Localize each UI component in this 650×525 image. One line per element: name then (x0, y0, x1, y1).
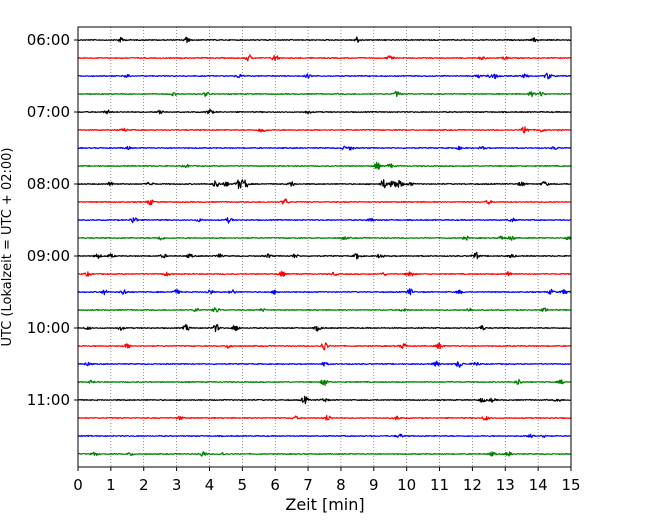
x-tick-label: 3 (172, 476, 182, 494)
trace-0830 (77, 217, 572, 224)
y-tick-label: 06:00 (27, 31, 70, 49)
x-tick-label: 0 (73, 476, 83, 494)
grid-lines (110, 27, 539, 467)
trace-0815 (77, 198, 572, 206)
plot-frame (77, 26, 572, 468)
trace-1045 (77, 378, 572, 387)
x-tick-label: 8 (336, 476, 346, 494)
y-tick-label: 11:00 (27, 391, 70, 409)
x-tick-label: 4 (205, 476, 215, 494)
x-axis: 0 1 2 3 4 5 6 7 8 9 10 11 12 13 14 15 (73, 467, 581, 494)
x-tick-label: 12 (463, 476, 482, 494)
trace-1130 (77, 433, 572, 439)
y-tick-label: 08:00 (27, 175, 70, 193)
trace-1030 (77, 360, 572, 368)
trace-0915 (77, 270, 572, 277)
trace-1000 (77, 323, 572, 333)
trace-0630 (77, 72, 572, 80)
x-tick-label: 6 (270, 476, 280, 494)
x-tick-label: 15 (561, 476, 580, 494)
x-tick-label: 7 (303, 476, 313, 494)
trace-0730 (77, 145, 572, 151)
x-tick-label: 10 (397, 476, 416, 494)
x-tick-label: 9 (369, 476, 379, 494)
trace-1100 (77, 395, 572, 405)
trace-1015 (77, 342, 572, 351)
trace-0945 (77, 307, 572, 313)
x-tick-label: 5 (238, 476, 248, 494)
y-tick-label: 09:00 (27, 247, 70, 265)
trace-0715 (77, 126, 572, 134)
trace-0615 (77, 54, 572, 62)
y-tick-label: 10:00 (27, 319, 70, 337)
trace-0930 (77, 288, 572, 296)
x-tick-label: 11 (430, 476, 449, 494)
trace-1145 (77, 451, 572, 457)
x-tick-label: 1 (106, 476, 116, 494)
trace-0600 (77, 36, 572, 44)
y-tick-label: 07:00 (27, 103, 70, 121)
trace-1115 (77, 414, 572, 421)
trace-0745 (77, 161, 572, 170)
trace-0700 (77, 108, 572, 115)
trace-0800 (77, 179, 572, 189)
y-axis-label: UTC (Lokalzeit = UTC + 02:00) (0, 148, 15, 347)
x-tick-label: 13 (496, 476, 515, 494)
x-tick-label: 14 (529, 476, 548, 494)
x-tick-label: 2 (139, 476, 149, 494)
y-axis: 06:00 07:00 08:00 09:00 10:00 11:00 (27, 31, 78, 409)
trace-0845 (77, 235, 572, 241)
x-axis-label: Zeit [min] (285, 495, 364, 514)
trace-group (77, 36, 572, 457)
trace-0900 (77, 251, 572, 260)
trace-0645 (77, 90, 572, 98)
